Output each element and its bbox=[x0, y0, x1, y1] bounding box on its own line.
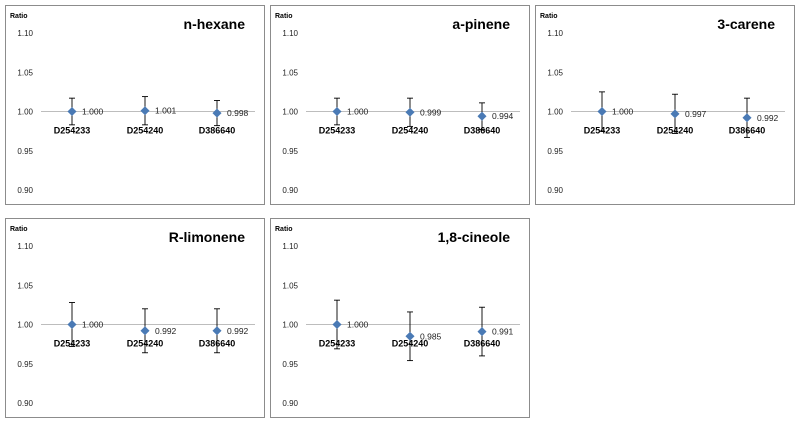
chart-svg: R-limoneneRatio0.900.951.001.051.10D2542… bbox=[5, 218, 265, 418]
chart-title: n-hexane bbox=[184, 16, 246, 32]
y-tick-label: 0.95 bbox=[282, 360, 298, 369]
data-label: 1.000 bbox=[347, 107, 369, 117]
data-label: 0.999 bbox=[420, 107, 442, 117]
category-label: D254233 bbox=[54, 126, 91, 136]
chart-svg: 3-careneRatio0.900.951.001.051.10D254233… bbox=[535, 5, 795, 205]
y-tick-label: 0.90 bbox=[17, 186, 33, 195]
y-tick-label: 1.10 bbox=[282, 29, 298, 38]
chart-svg: n-hexane Ratio 0.90 0.95 1.00 1.05 1.10 D254233… bbox=[5, 5, 265, 205]
y-axis-label: Ratio bbox=[10, 226, 28, 233]
data-label: 0.998 bbox=[227, 108, 249, 118]
y-axis-label: Ratio bbox=[275, 13, 293, 20]
y-tick-label: 1.00 bbox=[547, 108, 563, 117]
y-tick-label: 1.10 bbox=[17, 29, 33, 38]
chart-svg: a-pinene Ratio 0.90 0.95 1.00 1.05 1.10 D254233… bbox=[270, 5, 530, 205]
chart-panel-4: R-limonene Ratio 0.90 0.95 1.00 1.05 1.10 D2542… bbox=[5, 218, 265, 418]
data-label: 0.994 bbox=[492, 111, 514, 121]
chart-panel-1: n-hexane Ratio 0.90 0.95 1.00 1.05 1.10 D254233… bbox=[5, 5, 265, 205]
chart-frame bbox=[535, 5, 795, 205]
y-tick-label: 1.10 bbox=[547, 29, 563, 38]
chart-title: 3-carene bbox=[717, 16, 775, 32]
y-axis-label: Ratio bbox=[10, 13, 28, 20]
y-tick-label: 1.05 bbox=[547, 68, 563, 77]
chart-frame bbox=[5, 5, 265, 205]
category-label: D254240 bbox=[392, 126, 429, 136]
chart-title: R-limonene bbox=[169, 229, 245, 245]
y-tick-label: 0.90 bbox=[282, 399, 298, 408]
y-axis-label: Ratio bbox=[540, 13, 558, 20]
y-tick-label: 0.90 bbox=[17, 399, 33, 408]
data-label: 1.000 bbox=[347, 320, 369, 330]
data-point bbox=[67, 97, 77, 126]
chart-title: 1,8-cineole bbox=[438, 229, 511, 245]
chart-panel-2: a-pinene Ratio 0.90 0.95 1.00 1.05 1.10 D254233… bbox=[270, 5, 530, 205]
chart-frame bbox=[270, 218, 530, 418]
y-tick-label: 1.05 bbox=[17, 68, 33, 77]
data-marker bbox=[212, 108, 222, 118]
data-marker bbox=[67, 106, 77, 117]
y-tick-label: 1.05 bbox=[282, 281, 298, 290]
data-label: 0.997 bbox=[685, 109, 707, 119]
data-label: 0.992 bbox=[757, 113, 779, 123]
y-tick-label: 1.00 bbox=[282, 321, 298, 330]
data-label: 0.992 bbox=[227, 326, 249, 336]
category-label: D386640 bbox=[199, 126, 236, 136]
y-tick-label: 1.00 bbox=[17, 321, 33, 330]
y-tick-label: 0.95 bbox=[17, 147, 33, 156]
data-point bbox=[140, 96, 150, 126]
data-marker bbox=[140, 106, 150, 116]
y-tick-label: 1.10 bbox=[17, 242, 33, 251]
data-label: 0.991 bbox=[492, 327, 514, 337]
category-label: D254233 bbox=[319, 126, 356, 136]
y-tick-label: 1.05 bbox=[17, 281, 33, 290]
y-tick-label: 0.95 bbox=[547, 147, 563, 156]
y-axis-label: Ratio bbox=[275, 226, 293, 233]
y-tick-label: 0.90 bbox=[282, 186, 298, 195]
data-label: 1.000 bbox=[82, 107, 104, 117]
data-label: 1.000 bbox=[612, 107, 634, 117]
chart-panel-5: 1,8-cineole Ratio 0.90 0.95 1.00 1.05 1.10 D254… bbox=[270, 218, 530, 418]
chart-svg: 1,8-cineoleRatio0.900.951.001.051.10D254… bbox=[270, 218, 530, 418]
data-label: 0.992 bbox=[155, 326, 177, 336]
y-tick-label: 1.10 bbox=[282, 242, 298, 251]
chart-frame bbox=[270, 5, 530, 205]
data-label: 1.001 bbox=[155, 106, 177, 116]
y-tick-label: 0.90 bbox=[547, 186, 563, 195]
data-label: 0.985 bbox=[420, 331, 442, 341]
data-label: 1.000 bbox=[82, 320, 104, 330]
chart-frame bbox=[5, 218, 265, 418]
chart-title: a-pinene bbox=[452, 16, 510, 32]
data-point bbox=[212, 100, 222, 127]
y-tick-label: 1.00 bbox=[282, 108, 298, 117]
y-tick-label: 1.00 bbox=[17, 108, 33, 117]
y-tick-label: 0.95 bbox=[282, 147, 298, 156]
y-tick-label: 0.95 bbox=[17, 360, 33, 369]
chart-panel-3: 3-carene Ratio 0.90 0.95 1.00 1.05 1.10 D254233… bbox=[535, 5, 795, 205]
category-label: D386640 bbox=[464, 126, 501, 136]
category-label: D254240 bbox=[127, 126, 164, 136]
y-tick-label: 1.05 bbox=[282, 68, 298, 77]
